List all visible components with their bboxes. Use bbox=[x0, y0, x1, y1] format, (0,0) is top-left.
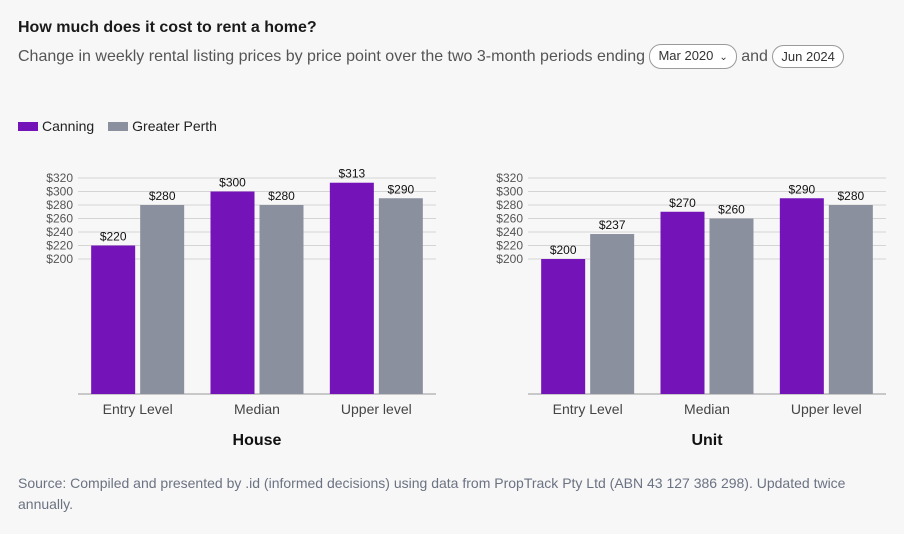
bar-greater-perth-upper-level[interactable] bbox=[828, 205, 873, 394]
legend-label-canning: Canning bbox=[42, 118, 95, 134]
data-label: $313 bbox=[338, 167, 365, 181]
bar-greater-perth-median[interactable] bbox=[709, 218, 754, 395]
bar-canning-entry-level[interactable] bbox=[91, 245, 136, 395]
y-tick-label: $260 bbox=[46, 212, 73, 226]
data-label: $280 bbox=[149, 189, 176, 203]
chart-title: How much does it cost to rent a home? bbox=[18, 19, 317, 36]
legend-swatch-greater-perth bbox=[108, 121, 129, 131]
period-2-value: Jun 2024 bbox=[781, 49, 835, 65]
data-label: $220 bbox=[100, 230, 127, 244]
y-tick-label: $280 bbox=[46, 198, 73, 212]
chart-panel-title: Unit bbox=[691, 432, 723, 449]
y-tick-label: $240 bbox=[46, 225, 73, 239]
y-tick-label: $220 bbox=[496, 239, 523, 253]
data-label: $200 bbox=[550, 243, 577, 257]
bar-canning-median[interactable] bbox=[660, 211, 705, 394]
y-tick-label: $240 bbox=[496, 225, 523, 239]
period-1-value: Mar 2020 bbox=[658, 48, 714, 64]
data-label: $270 bbox=[669, 196, 696, 210]
data-label: $280 bbox=[268, 189, 295, 203]
data-label: $300 bbox=[219, 176, 246, 190]
y-tick-label: $200 bbox=[46, 252, 73, 266]
bar-canning-entry-level[interactable] bbox=[541, 259, 586, 394]
x-tick-label: Entry Level bbox=[553, 401, 623, 417]
y-tick-label: $260 bbox=[496, 212, 523, 226]
y-tick-label: $220 bbox=[46, 239, 73, 253]
data-label: $237 bbox=[599, 218, 626, 232]
y-tick-label: $320 bbox=[496, 171, 523, 185]
y-tick-label: $320 bbox=[46, 171, 73, 185]
subtitle-and: and bbox=[741, 48, 768, 65]
chart-panel-title: House bbox=[233, 432, 282, 449]
legend-swatch-canning bbox=[18, 121, 38, 131]
x-tick-label: Entry Level bbox=[103, 401, 173, 417]
y-tick-label: $300 bbox=[496, 185, 523, 199]
legend-item-canning[interactable]: Canning bbox=[18, 118, 94, 134]
y-tick-label: $200 bbox=[496, 252, 523, 266]
data-label: $260 bbox=[718, 203, 745, 217]
legend-label-greater-perth: Greater Perth bbox=[132, 118, 217, 134]
bar-greater-perth-entry-level[interactable] bbox=[590, 234, 635, 394]
bar-canning-median[interactable] bbox=[210, 191, 255, 395]
house-chart: $320$300$280$260$240$220$200$220$280Entr… bbox=[46, 167, 436, 449]
chevron-down-icon: ⌄ bbox=[719, 52, 728, 64]
bar-canning-upper-level[interactable] bbox=[779, 198, 824, 394]
x-tick-label: Median bbox=[234, 401, 280, 417]
y-tick-label: $280 bbox=[496, 198, 523, 212]
data-label: $280 bbox=[837, 189, 864, 203]
x-tick-label: Upper level bbox=[791, 401, 862, 417]
chart-subtitle: Change in weekly rental listing prices b… bbox=[18, 44, 888, 70]
legend: Canning Greater Perth bbox=[18, 118, 217, 134]
data-label: $290 bbox=[387, 182, 414, 196]
period-1-select[interactable]: Mar 2020 ⌄ bbox=[649, 44, 737, 70]
subtitle-text: Change in weekly rental listing prices b… bbox=[18, 48, 646, 65]
y-tick-label: $300 bbox=[46, 185, 73, 199]
period-2-pill[interactable]: Jun 2024 bbox=[772, 45, 844, 69]
bar-greater-perth-upper-level[interactable] bbox=[378, 198, 423, 394]
bar-greater-perth-entry-level[interactable] bbox=[140, 205, 185, 394]
source-note: Source: Compiled and presented by .id (i… bbox=[18, 475, 846, 512]
bar-canning-upper-level[interactable] bbox=[329, 182, 374, 394]
unit-chart: $320$300$280$260$240$220$200$200$237Entr… bbox=[496, 171, 886, 449]
x-tick-label: Upper level bbox=[341, 401, 412, 417]
legend-item-greater-perth[interactable]: Greater Perth bbox=[108, 118, 217, 134]
data-label: $290 bbox=[788, 182, 815, 196]
bar-greater-perth-median[interactable] bbox=[259, 205, 304, 394]
x-tick-label: Median bbox=[684, 401, 730, 417]
